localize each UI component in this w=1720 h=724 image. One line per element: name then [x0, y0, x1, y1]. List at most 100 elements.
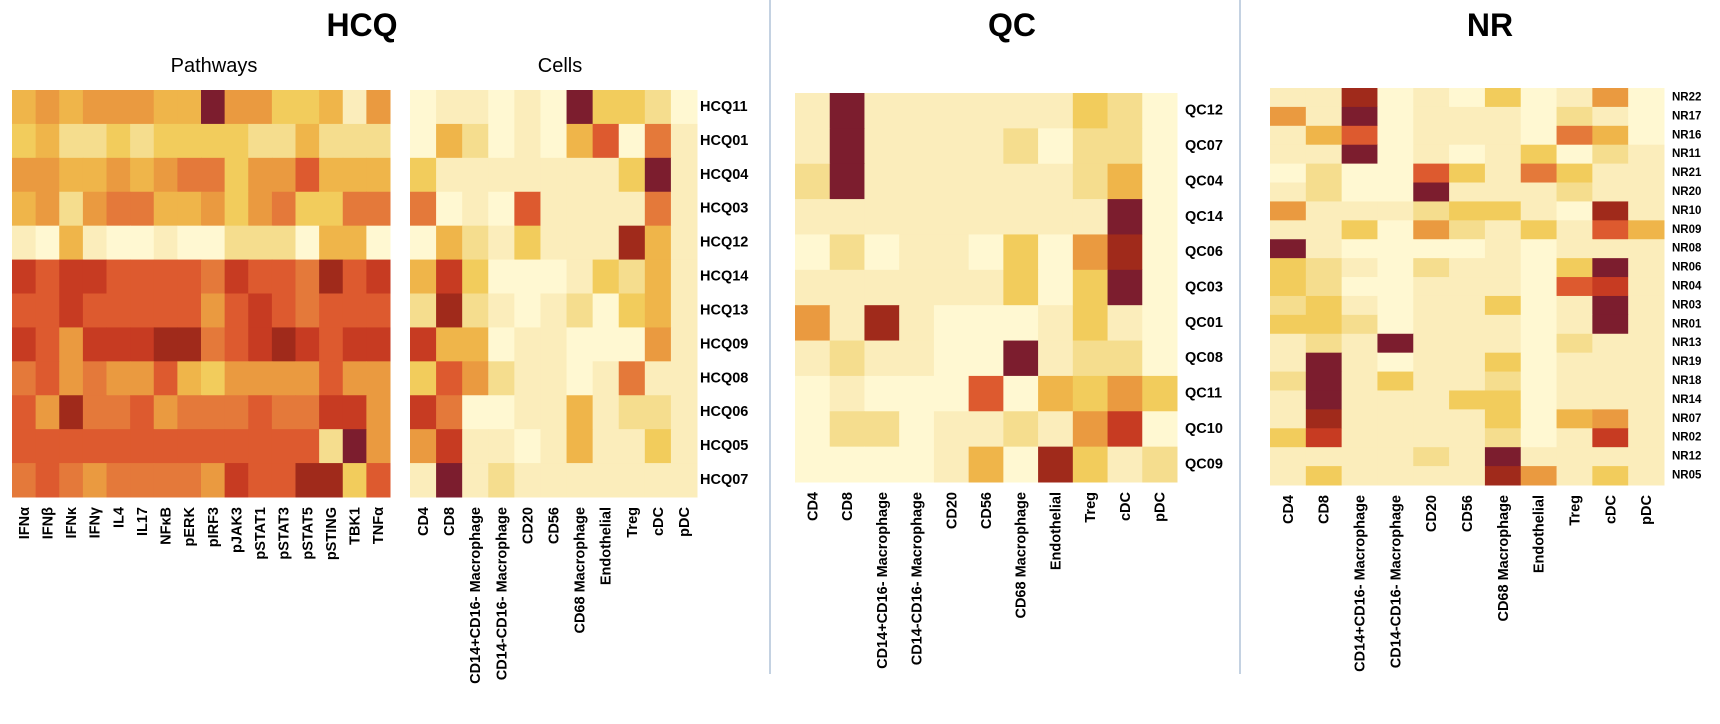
heatmap-cell [436, 90, 463, 125]
heatmap-cell [1413, 125, 1450, 146]
column-label: CD4 [1281, 495, 1297, 524]
heatmap-cell [1449, 333, 1486, 354]
heatmap-cell [1341, 333, 1378, 354]
heatmap-cell [177, 463, 202, 498]
heatmap-cell [248, 123, 273, 159]
heatmap-cell [968, 375, 1004, 412]
column-label: IFNκ [64, 506, 80, 538]
heatmap-cell [1270, 409, 1307, 429]
heatmap-cell [1520, 428, 1558, 448]
column-label: CD8 [1317, 495, 1333, 524]
heatmap-cell [540, 327, 568, 362]
heatmap-cell [59, 463, 84, 498]
heatmap-cell [864, 269, 900, 306]
row-label: NR18 [1672, 375, 1702, 387]
heatmap-cell [1413, 182, 1450, 202]
heatmap-cell [35, 395, 60, 430]
row-label: HCQ08 [700, 370, 748, 386]
heatmap-cell [153, 395, 178, 430]
row-label: NR02 [1672, 432, 1701, 444]
heatmap-cell [1377, 466, 1414, 486]
heatmap-cell [592, 225, 620, 261]
heatmap-cell [319, 293, 344, 328]
heatmap-cell [1592, 277, 1629, 297]
row-label: NR10 [1672, 205, 1701, 217]
heatmap-cell [1592, 428, 1629, 448]
heatmap-cell [1142, 375, 1178, 412]
heatmap-cell [514, 327, 541, 362]
heatmap-cell [201, 157, 226, 193]
heatmap-cell [1484, 466, 1522, 486]
heatmap-cell [1592, 201, 1629, 221]
heatmap-cell [82, 293, 108, 328]
heatmap-cell [82, 90, 108, 125]
heatmap-cell [644, 259, 672, 294]
heatmap-cell [968, 93, 1004, 129]
heatmap-cell [1377, 390, 1414, 410]
heatmap-cell [1305, 106, 1343, 127]
column-label: IFNα [17, 507, 33, 539]
row-label: HCQ14 [700, 269, 748, 285]
heatmap-cell [899, 446, 935, 483]
heatmap-cell [462, 395, 489, 430]
heatmap-cell [1270, 314, 1307, 335]
heatmap-cell [224, 123, 249, 159]
heatmap-cell [1413, 201, 1450, 221]
heatmap-cell [1520, 163, 1558, 184]
heatmap-cell [410, 463, 437, 498]
heatmap-cell [177, 259, 202, 294]
heatmap-cell [1628, 277, 1665, 297]
heatmap-cell [968, 199, 1004, 235]
row-label: NR11 [1672, 148, 1701, 160]
heatmap-cell [106, 90, 131, 125]
heatmap-cell [514, 123, 541, 159]
row-label: QC10 [1185, 421, 1223, 437]
heatmap-cell [436, 191, 463, 227]
heatmap-cell [82, 361, 108, 396]
heatmap-cell [224, 429, 249, 464]
heatmap-cell [1484, 277, 1522, 297]
heatmap-cell [644, 123, 672, 159]
heatmap-cell [153, 259, 178, 294]
heatmap-cell [271, 157, 297, 193]
heatmap-cell [1628, 371, 1665, 391]
heatmap-cell [1377, 239, 1414, 259]
heatmap-cell [1413, 409, 1450, 429]
heatmap-cell [488, 395, 515, 430]
heatmap-cell [1592, 314, 1629, 335]
heatmap-cell [1003, 340, 1039, 377]
heatmap-cell [1556, 390, 1593, 410]
heatmap-cell [295, 259, 320, 294]
heatmap-cell [644, 225, 672, 261]
column-label: CD68 Macrophage [573, 507, 589, 634]
heatmap-cell [1341, 466, 1378, 486]
heatmap-cell [342, 293, 367, 328]
heatmap-cell [795, 340, 831, 377]
heatmap-cell [1413, 220, 1450, 240]
column-label: CD56 [1460, 495, 1476, 532]
heatmap-cell [82, 259, 108, 294]
heatmap-cell [1592, 409, 1629, 429]
heatmap-cell [1270, 125, 1307, 146]
heatmap-cell [1038, 446, 1074, 483]
heatmap-cell [1305, 314, 1343, 335]
heatmap-cell [540, 361, 568, 396]
heatmap-cell [1107, 199, 1143, 235]
heatmap-cell [130, 157, 155, 193]
heatmap-cell [1341, 201, 1378, 221]
heatmap-cell [224, 259, 249, 294]
row-label: NR05 [1672, 470, 1702, 482]
heatmap-cell [1305, 333, 1343, 354]
heatmap-cell [1520, 409, 1558, 429]
heatmap-cell [795, 269, 831, 306]
heatmaps: IFNα IFNβ IFNκ IFNγ IL4 IL17 NFκB pERK pIRF3 pJAK… [12, 88, 1702, 684]
heatmap-cell [1107, 234, 1143, 271]
heatmap-cell [1377, 447, 1414, 467]
heatmap-cell [153, 361, 178, 396]
heatmap-cell [514, 293, 541, 328]
heatmap-cell [540, 157, 568, 193]
column-label: CD56 [979, 492, 995, 529]
heatmap-cell [1484, 182, 1522, 202]
heatmap-cell [1038, 305, 1074, 342]
heatmap-cell [248, 463, 273, 498]
